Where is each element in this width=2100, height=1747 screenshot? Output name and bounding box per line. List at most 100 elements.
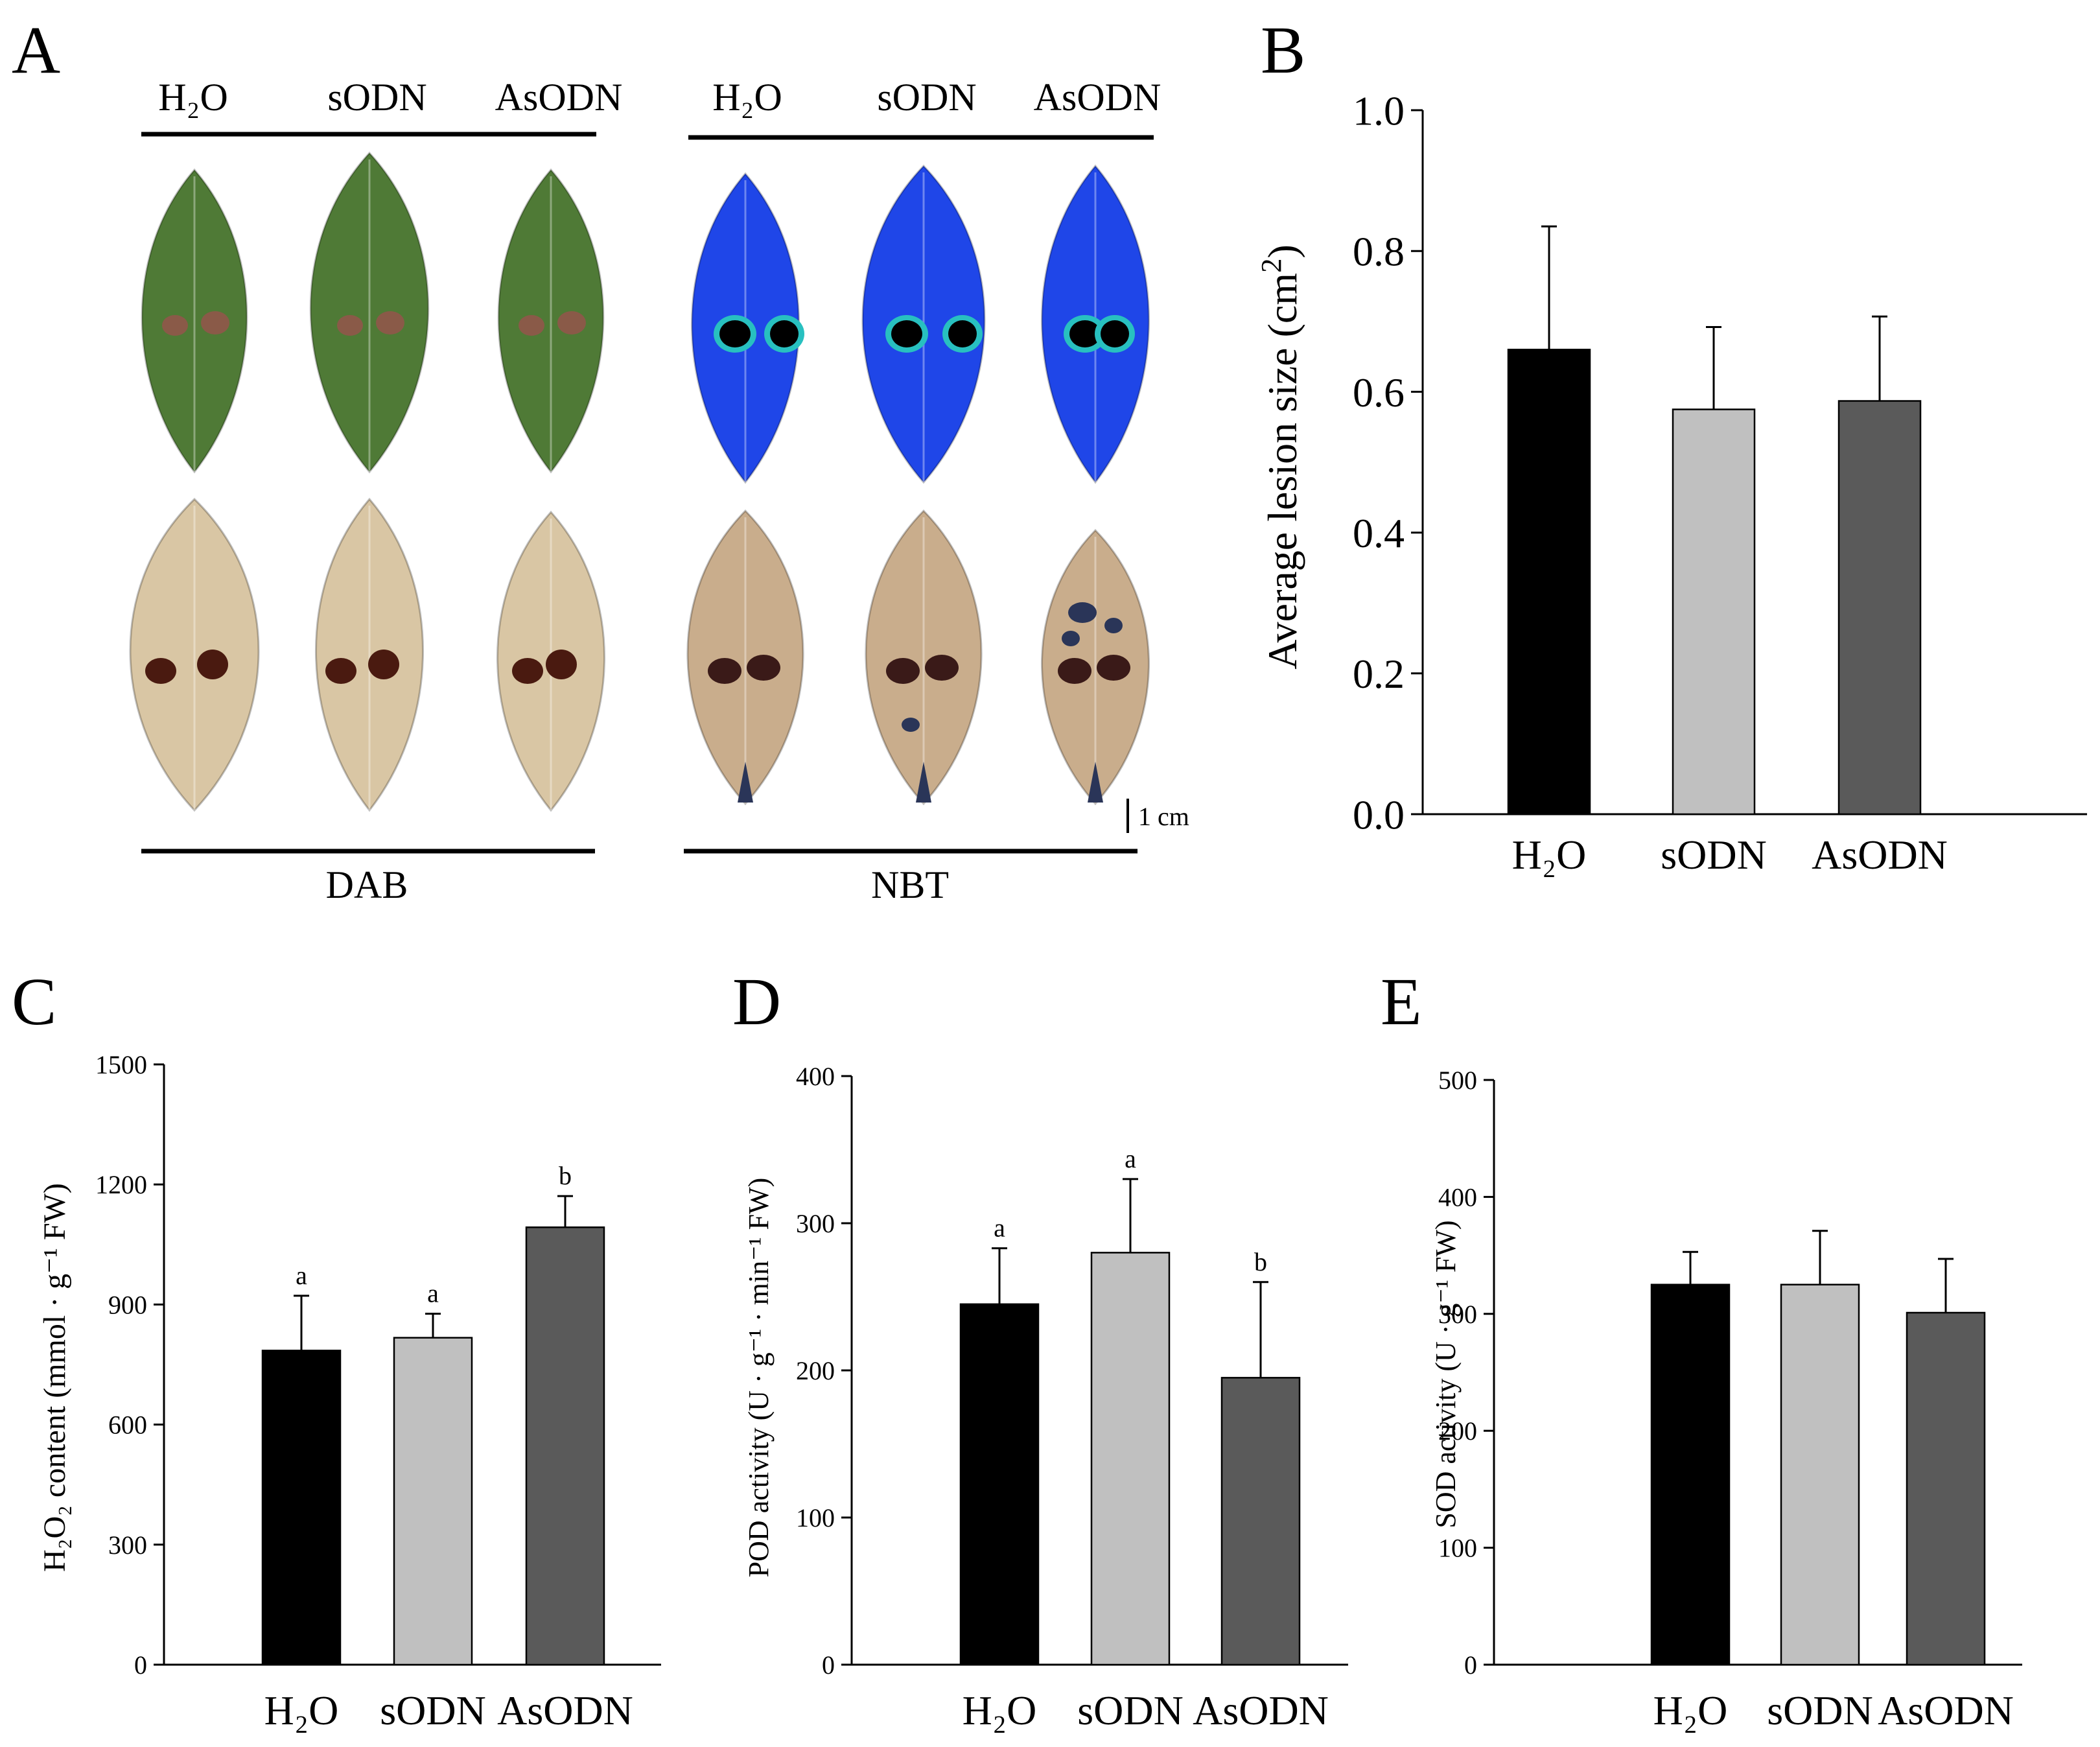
dab-stained-lesion-left-3: [512, 658, 543, 684]
nbt-stained-leaf-2-blade: [865, 509, 983, 806]
chart-d-bar-1: [959, 1303, 1040, 1666]
dab-label-h2o: H₂O: [158, 76, 228, 119]
panel-e-letter: E: [1381, 965, 1422, 1039]
nbt-stained-lesion-left-2: [886, 658, 920, 684]
chart-c-category-1: H₂O: [264, 1687, 339, 1733]
chart-b-category-1: H₂O: [1512, 832, 1587, 878]
nbt-stained-petiole-2: [916, 762, 931, 803]
chart-b-y-axis-label-close: ): [1259, 244, 1305, 258]
dab-stained-leaf-2: [315, 497, 424, 812]
chart-b-y-axis-label-sup: 2: [1255, 259, 1287, 273]
chart-b-tick-label-3: 0.6: [1353, 369, 1405, 416]
nbt-fresh-lesion-left-2: [891, 320, 922, 347]
chart-b-tick-label-1: 0.2: [1353, 651, 1405, 697]
dab-fresh-lesion-left-1: [162, 315, 188, 336]
dab-fresh-lesion-right-2: [376, 311, 404, 334]
nbt-fresh-leaf-1: [691, 172, 804, 484]
nbt-fresh-leaf-3: [1041, 164, 1150, 484]
chart-d-category-3: AsODN: [1193, 1687, 1329, 1733]
dab-fresh-leaf-3-blade: [497, 168, 605, 474]
chart-b-y-axis-label-main: Average lesion size (cm: [1259, 273, 1305, 670]
panel-d-letter: D: [732, 965, 781, 1039]
chart-e-y-axis-label: SOD activity (U · g⁻¹ FW): [1430, 1220, 1462, 1528]
nbt-blue-spot-upper-3: [1062, 631, 1080, 646]
chart-e-tick-label-3: 300: [1438, 1300, 1477, 1329]
nbt-treatment-labels: H₂O sODN AsODN: [712, 76, 1161, 119]
nbt-stained-lesion-right-2: [925, 655, 959, 681]
leaf-photographs: [129, 151, 1150, 812]
nbt-fresh-lesion-left-1: [719, 320, 751, 347]
dab-stained-leaf-1: [129, 497, 260, 812]
chart-b-category-3: AsODN: [1812, 832, 1948, 878]
dab-fresh-leaf-1: [141, 168, 248, 474]
panel-a: A H₂O sODN AsODN H₂O sODN AsODN 1 cm DAB…: [12, 13, 1189, 906]
dab-label-sodn: sODN: [327, 76, 426, 119]
chart-d-category-2: sODN: [1077, 1687, 1184, 1733]
dab-fresh-leaf-1-blade: [141, 168, 248, 474]
chart-d-tick-label-2: 200: [796, 1356, 835, 1385]
chart-e-tick-label-5: 500: [1438, 1066, 1477, 1095]
chart-e-bar-1: [1650, 1284, 1731, 1666]
nbt-stain-label: NBT: [871, 863, 949, 906]
chart-d-significance-1: a: [994, 1214, 1005, 1243]
dab-label-asodn: AsODN: [495, 76, 623, 119]
chart-d-bar-2: [1090, 1252, 1171, 1666]
panel-a-letter: A: [12, 13, 60, 88]
nbt-stained-petiole-1: [738, 762, 753, 803]
chart-b-tick-label-4: 0.8: [1353, 229, 1405, 275]
chart-d-significance-2: a: [1125, 1144, 1136, 1173]
chart-d-tick-label-3: 300: [796, 1209, 835, 1238]
nbt-stained-leaf-1: [686, 509, 804, 806]
chart-b-bar-3: [1838, 400, 1922, 815]
panel-b-letter: B: [1261, 13, 1305, 88]
chart-e-tick-label-0: 0: [1464, 1650, 1477, 1680]
dab-stained-leaf-3: [496, 510, 605, 812]
nbt-stained-leaf-1-blade: [686, 509, 804, 806]
nbt-stained-lesion-right-3: [1097, 655, 1130, 681]
chart-c-significance-2: a: [427, 1279, 439, 1308]
dab-fresh-leaf-2-blade: [309, 151, 430, 474]
chart-c-tick-label-0: 0: [134, 1650, 147, 1680]
chart-panel-d: 0 100 200 300 400 a H₂O a sODN b AsODN POD activity…: [743, 1062, 1348, 1733]
chart-d-bar-3: [1220, 1377, 1301, 1666]
chart-e-tick-label-4: 400: [1438, 1182, 1477, 1212]
dab-fresh-lesion-left-3: [519, 315, 544, 336]
nbt-stained-lesion-right-1: [747, 655, 780, 681]
chart-c-bar-2: [393, 1337, 473, 1666]
nbt-fresh-lesion-right-2: [948, 320, 977, 347]
nbt-stained-lesion-left-3: [1058, 658, 1091, 684]
scale-bar-label: 1 cm: [1138, 802, 1189, 831]
nbt-label-asodn: AsODN: [1034, 76, 1161, 119]
nbt-blue-spot-lower: [902, 718, 920, 732]
chart-e-category-3: AsODN: [1878, 1687, 2014, 1733]
chart-d-significance-3: b: [1254, 1247, 1267, 1276]
chart-b-tick-label-2: 0.4: [1353, 510, 1405, 556]
dab-fresh-lesion-right-1: [201, 311, 229, 334]
nbt-stained-lesion-left-1: [708, 658, 741, 684]
nbt-label-h2o: H₂O: [712, 76, 782, 119]
dab-stained-leaf-1-blade: [129, 497, 260, 812]
chart-panel-c: 0 300 600 900 1200 1500 a H₂O a sODN b AsODN H₂O₂ co…: [38, 1050, 661, 1733]
chart-e-bar-3: [1906, 1311, 1986, 1666]
chart-e-category-2: sODN: [1767, 1687, 1873, 1733]
dab-treatment-labels: H₂O sODN AsODN: [158, 76, 622, 119]
chart-e-tick-label-2: 200: [1438, 1416, 1477, 1446]
chart-c-y-axis-label: H₂O₂ content (mmol · g⁻¹ FW): [38, 1183, 72, 1572]
nbt-stained-leaf-3-blade: [1040, 528, 1150, 806]
nbt-blue-spot-upper-2: [1104, 618, 1123, 633]
nbt-stained-petiole-3: [1088, 762, 1103, 803]
chart-c-category-2: sODN: [380, 1687, 486, 1733]
chart-c-tick-label-4: 1200: [95, 1170, 147, 1199]
chart-c-category-3: AsODN: [497, 1687, 633, 1733]
chart-d-tick-label-0: 0: [822, 1650, 835, 1680]
chart-c-tick-label-5: 1500: [95, 1050, 147, 1079]
dab-fresh-lesion-left-2: [337, 315, 363, 336]
chart-c-tick-label-2: 600: [108, 1411, 147, 1440]
chart-c-tick-label-1: 300: [108, 1530, 147, 1560]
chart-d-y-axis-label: POD activity (U · g⁻¹ · min⁻¹ FW): [743, 1178, 775, 1578]
dab-stained-lesion-right-2: [368, 650, 399, 679]
chart-e-category-1: H₂O: [1653, 1687, 1728, 1733]
dab-stained-lesion-left-1: [145, 658, 176, 684]
